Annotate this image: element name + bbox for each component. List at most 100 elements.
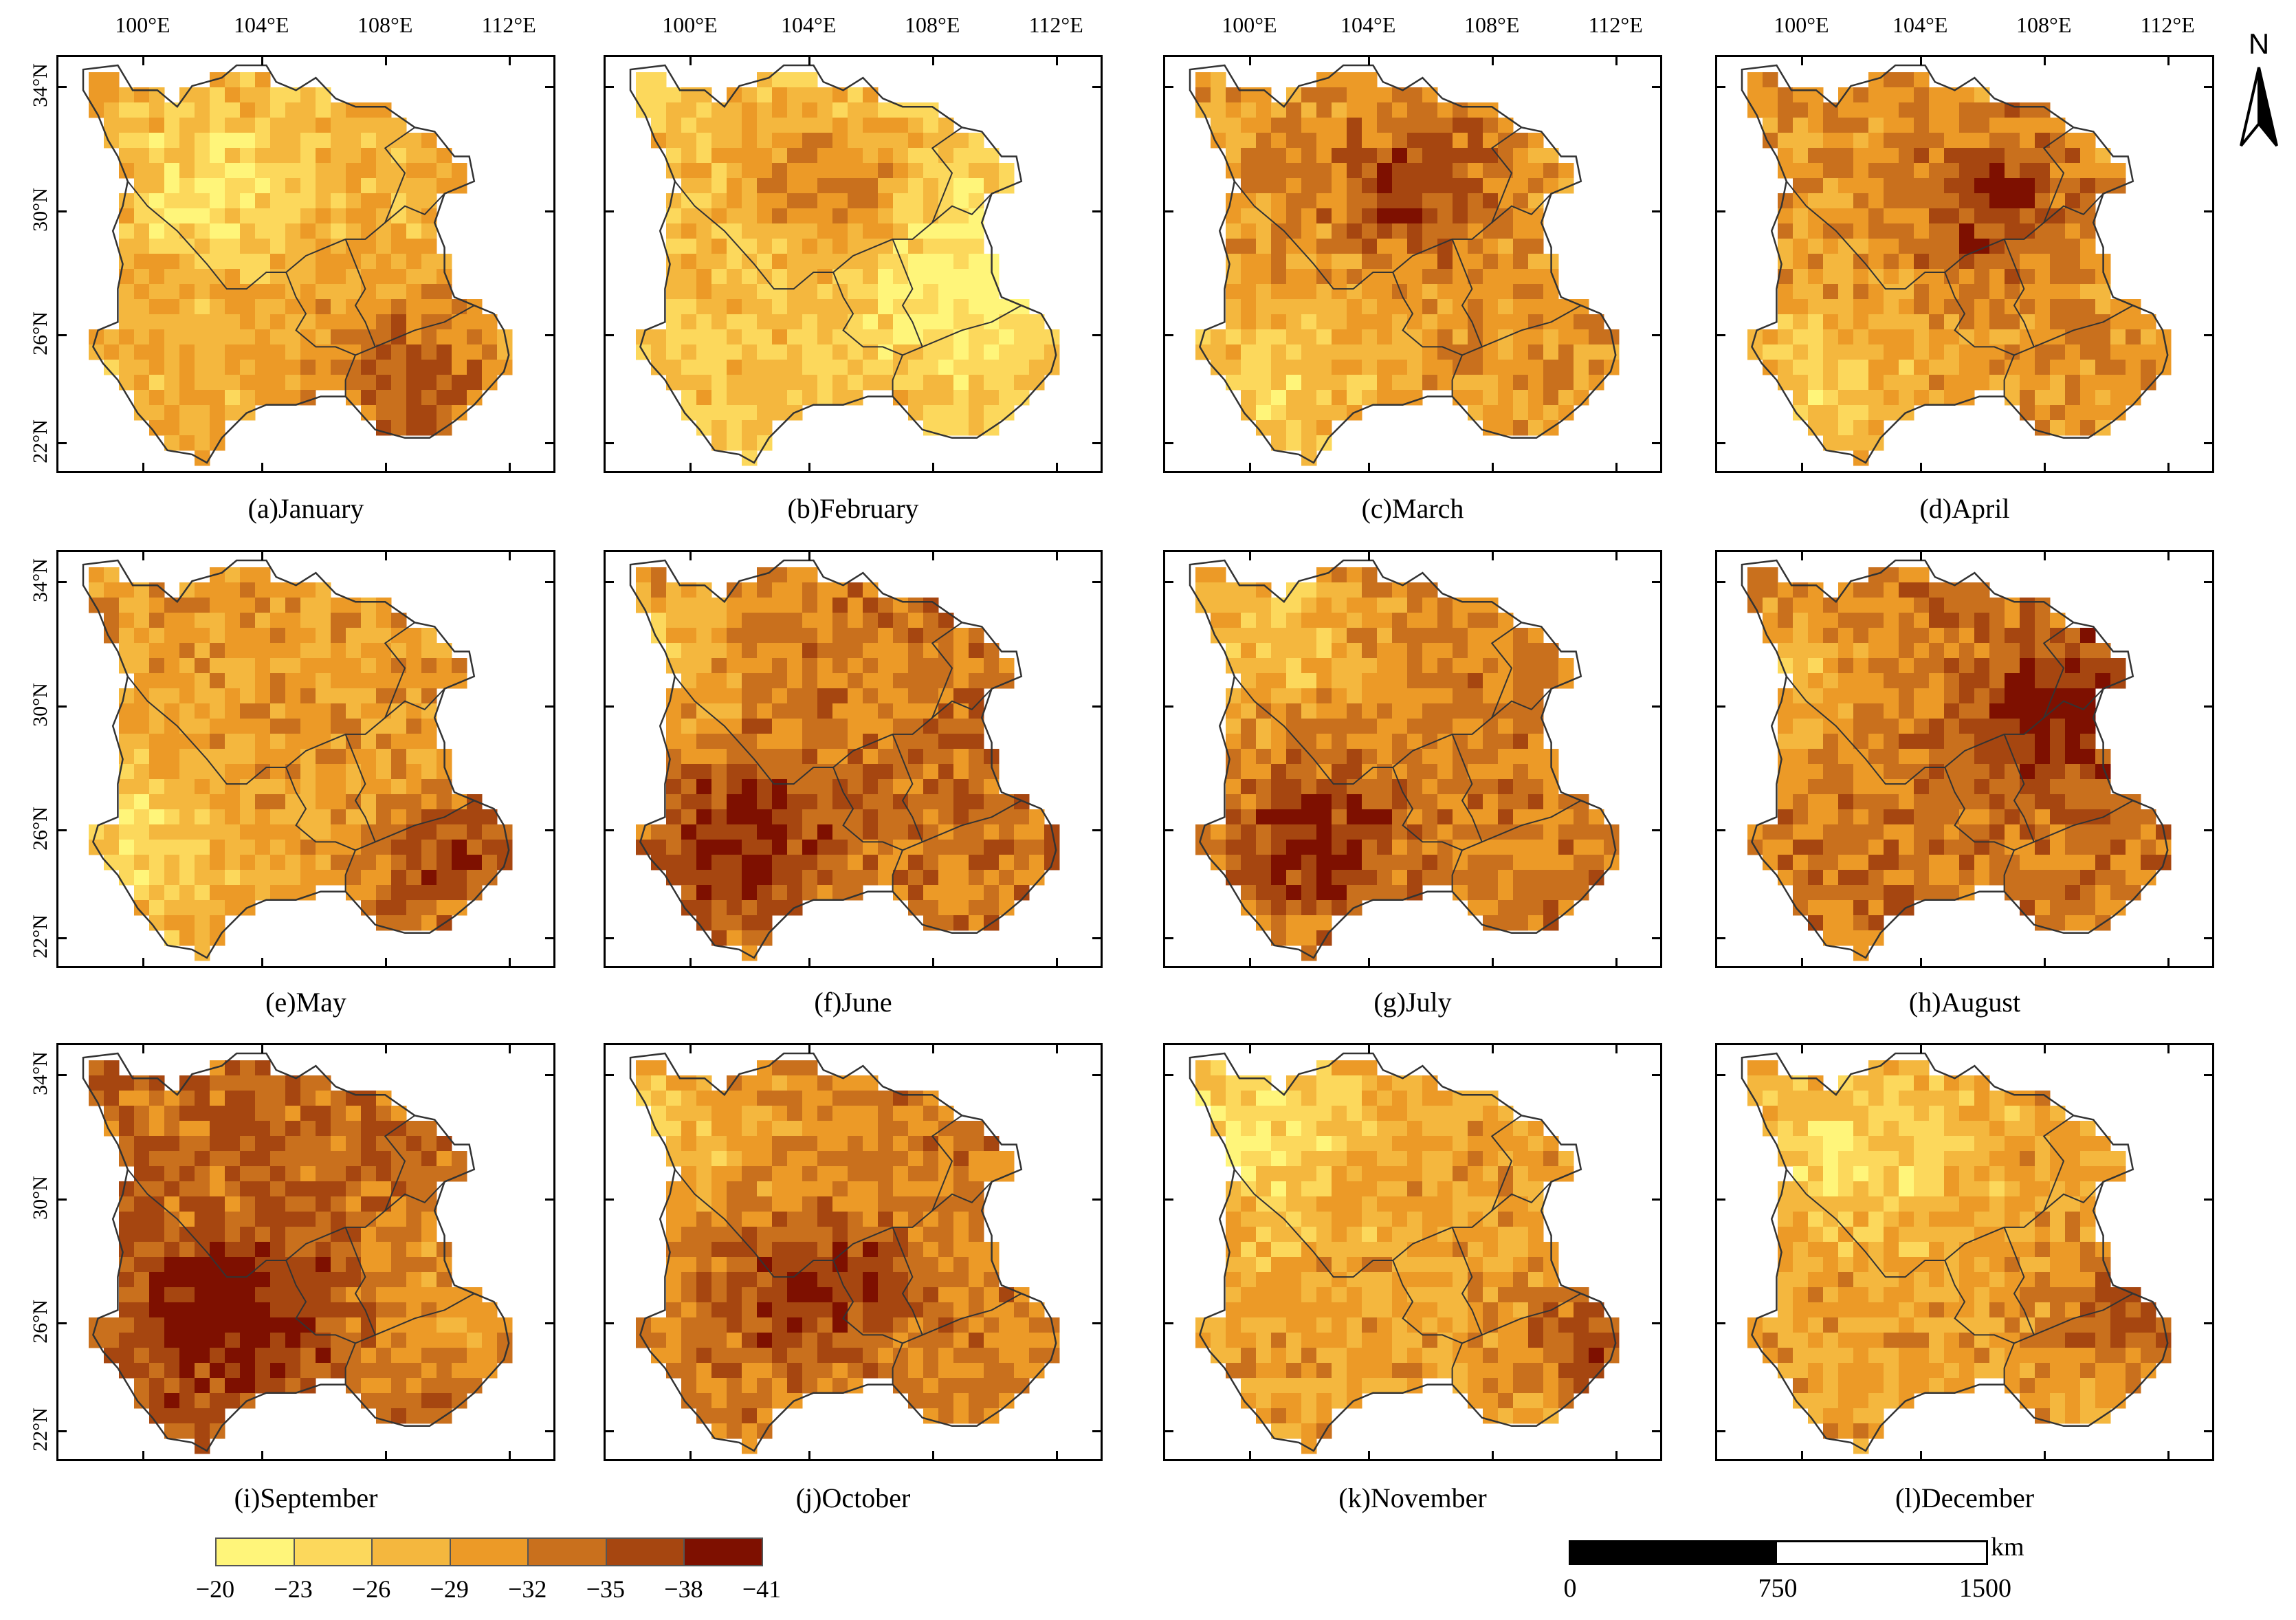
lat-tick xyxy=(1165,1074,1173,1077)
province-boundary xyxy=(892,355,903,397)
lon-tick xyxy=(932,552,935,560)
province-boundary xyxy=(1451,1343,1463,1385)
legend-label: −20 xyxy=(195,1575,235,1603)
lon-tick xyxy=(2167,552,2170,560)
lon-tick xyxy=(2044,1045,2046,1053)
lat-label: 22°N xyxy=(29,915,52,959)
lon-label: 112°E xyxy=(1028,12,1083,37)
legend-label: −29 xyxy=(430,1575,469,1603)
lon-tick xyxy=(261,463,264,471)
province-boundary xyxy=(832,272,1022,356)
raster-cells xyxy=(1747,1060,2172,1454)
lat-label: 34°N xyxy=(29,63,52,107)
lat-tick xyxy=(1717,210,1725,212)
legend-swatch xyxy=(605,1537,685,1566)
lat-tick xyxy=(58,441,67,444)
province-boundary xyxy=(384,622,415,719)
region-outline xyxy=(1189,1052,1617,1452)
lat-tick xyxy=(1165,86,1173,89)
lon-tick xyxy=(932,1451,935,1459)
lon-label: 104°E xyxy=(781,12,837,37)
legend-label: −38 xyxy=(664,1575,703,1603)
lat-tick xyxy=(1652,1074,1660,1077)
lat-tick xyxy=(2204,86,2212,89)
region-outline xyxy=(1741,1052,2169,1452)
province-boundary xyxy=(344,355,356,397)
lon-tick xyxy=(2044,463,2046,471)
lon-tick xyxy=(1368,57,1371,65)
region-outline xyxy=(82,559,510,959)
scale-label-1500: 1500 xyxy=(1959,1574,2011,1603)
lat-tick xyxy=(1717,1322,1725,1325)
province-boundary xyxy=(2003,734,2035,842)
province-boundary xyxy=(1944,1260,2134,1344)
lat-tick xyxy=(1165,829,1173,832)
lon-tick xyxy=(808,1045,811,1053)
lat-label: 26°N xyxy=(29,807,52,851)
lat-tick xyxy=(606,581,614,584)
lat-tick xyxy=(58,1322,67,1325)
lat-tick xyxy=(1652,1198,1660,1201)
region-outline xyxy=(82,1052,510,1452)
lat-tick xyxy=(2204,334,2212,337)
lon-tick xyxy=(142,57,145,65)
map-raster xyxy=(82,1052,513,1454)
lat-tick xyxy=(58,1198,67,1201)
lon-tick xyxy=(509,1451,511,1459)
province-boundary xyxy=(931,622,962,719)
lat-tick xyxy=(1092,1198,1101,1201)
province-boundary xyxy=(1234,675,1552,785)
lon-tick xyxy=(1492,552,1494,560)
lat-tick xyxy=(1717,441,1725,444)
lon-tick xyxy=(1056,463,1059,471)
lon-tick xyxy=(808,57,811,65)
map-panel xyxy=(604,1043,1103,1461)
lat-label: 30°N xyxy=(29,682,52,727)
lat-tick xyxy=(1652,829,1660,832)
lon-tick xyxy=(1801,1451,1804,1459)
lat-tick xyxy=(606,829,614,832)
province-boundary xyxy=(1944,272,2134,356)
lat-tick xyxy=(1092,441,1101,444)
panel-caption: (d)April xyxy=(1919,493,2010,524)
lon-tick xyxy=(2167,958,2170,966)
lat-label: 34°N xyxy=(29,558,52,602)
lon-tick xyxy=(1249,1451,1252,1459)
lat-tick xyxy=(1165,1322,1173,1325)
province-boundary xyxy=(1786,1168,2104,1278)
lon-tick xyxy=(1615,1451,1618,1459)
legend-swatch xyxy=(683,1537,763,1566)
region-outline xyxy=(1189,559,1617,959)
lat-tick xyxy=(1717,937,1725,939)
province-boundary xyxy=(285,767,475,851)
lon-tick xyxy=(1920,1045,1923,1053)
lat-tick xyxy=(1717,1074,1725,1077)
lat-tick xyxy=(1652,1430,1660,1432)
lat-tick xyxy=(1652,210,1660,212)
map-panel xyxy=(1715,550,2214,968)
legend-label: −41 xyxy=(742,1575,782,1603)
lon-tick xyxy=(1615,552,1618,560)
lon-tick xyxy=(1056,552,1059,560)
lon-tick xyxy=(1920,57,1923,65)
lat-tick xyxy=(2204,829,2212,832)
lon-tick xyxy=(261,552,264,560)
lat-tick xyxy=(1652,1322,1660,1325)
province-boundary xyxy=(1451,355,1463,397)
province-boundary xyxy=(1392,1260,1582,1344)
lon-label: 112°E xyxy=(1588,12,1643,37)
lat-tick xyxy=(545,441,553,444)
panel-caption: (c)March xyxy=(1361,493,1464,524)
province-boundary xyxy=(2003,850,2015,892)
region-outline xyxy=(1741,559,2169,959)
lon-tick xyxy=(2044,57,2046,65)
lon-tick xyxy=(261,958,264,966)
lon-tick xyxy=(142,958,145,966)
lon-tick xyxy=(142,552,145,560)
lon-tick xyxy=(1368,958,1371,966)
lat-tick xyxy=(606,1322,614,1325)
raster-cells xyxy=(636,567,1060,961)
province-boundary xyxy=(1234,1168,1552,1278)
lon-tick xyxy=(385,463,388,471)
lat-tick xyxy=(545,334,553,337)
